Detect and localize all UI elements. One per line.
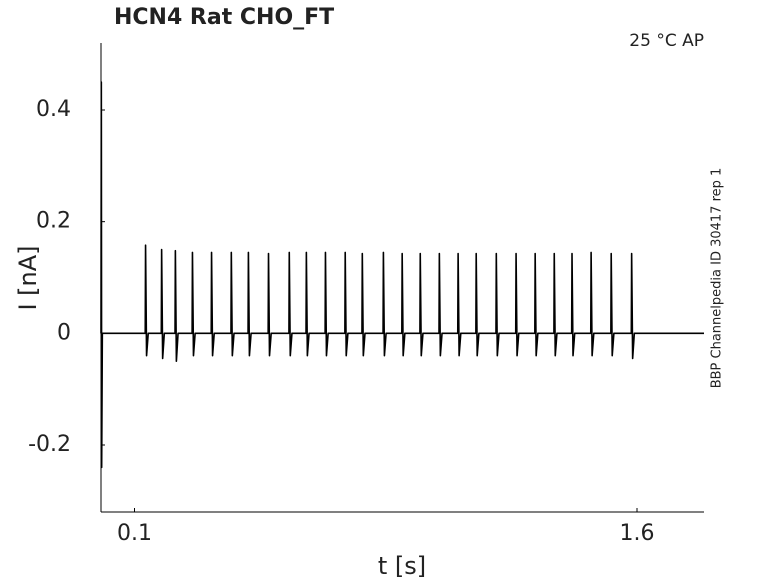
chart-title: HCN4 Rat CHO_FT — [114, 5, 334, 30]
trace-line — [100, 81, 704, 469]
y-tick-label: 0 — [57, 320, 71, 345]
y-axis-label: I [nA] — [14, 245, 42, 310]
annotation: 25 °C AP — [629, 31, 704, 51]
x-tick-label: 1.6 — [620, 521, 655, 546]
y-tick-label: 0.4 — [36, 97, 71, 122]
x-axis-label: t [s] — [378, 552, 426, 580]
y-tick-label: -0.2 — [28, 432, 71, 457]
x-tick-label: 0.1 — [117, 521, 152, 546]
y-tick-label: 0.2 — [36, 209, 71, 234]
side-note: BBP Channelpedia ID 30417 rep 1 — [710, 168, 725, 389]
